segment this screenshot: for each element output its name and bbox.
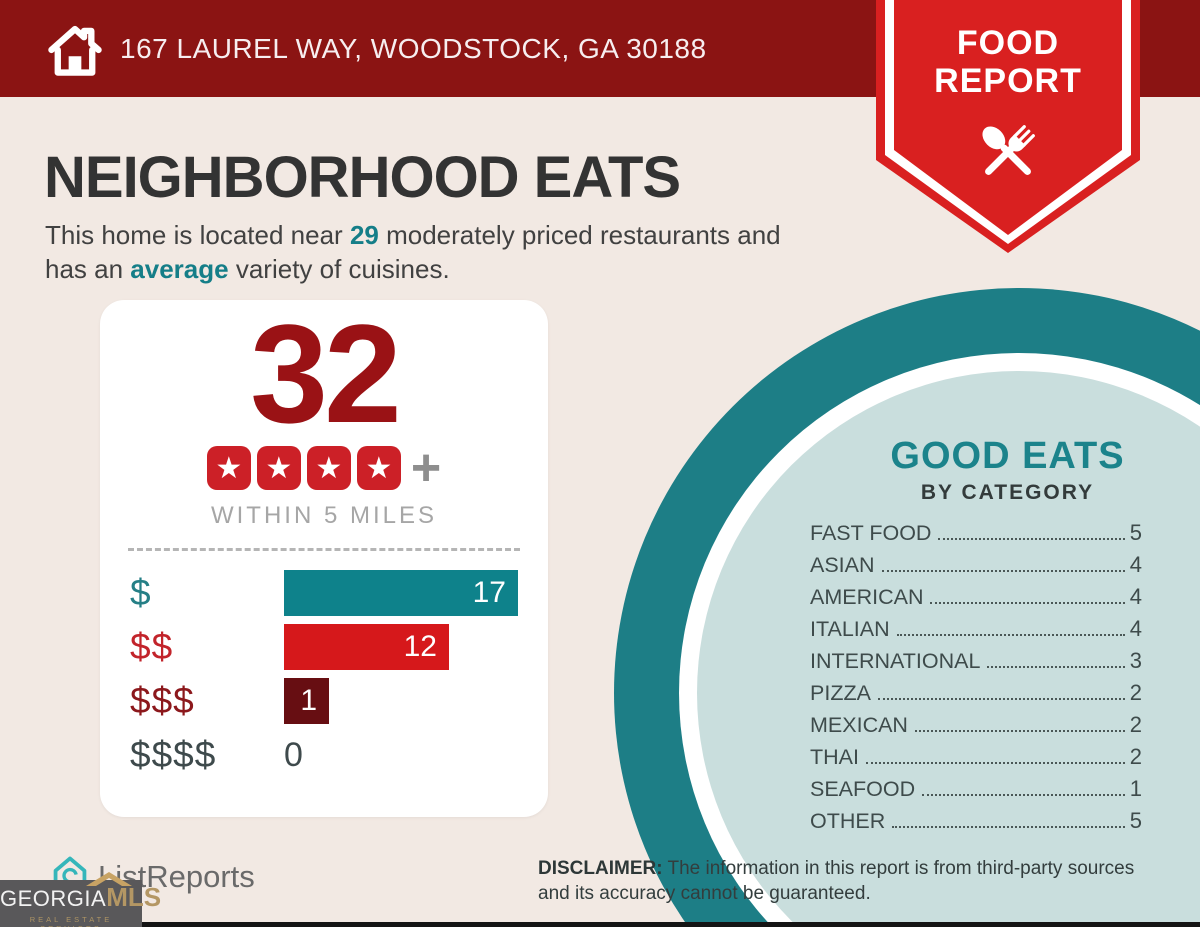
category-count: 2 [1129, 744, 1142, 769]
category-row: PIZZA 2 [810, 680, 1142, 712]
georgia-mls-logo: GEORGIAMLS REAL ESTATE SERVICES [0, 872, 161, 927]
badge-title: FOOD REPORT [876, 24, 1140, 100]
good-eats-header: GOOD EATS BY CATEGORY [820, 435, 1195, 505]
category-row: SEAFOOD 1 [810, 776, 1142, 808]
mls-tagline: REAL ESTATE SERVICES [29, 915, 113, 927]
dotted-leader [930, 602, 1125, 604]
category-name: MEXICAN [810, 713, 908, 737]
price-tier-label: $$ [130, 626, 174, 667]
dotted-leader [892, 826, 1125, 828]
mls-text: MLS [106, 882, 162, 912]
bar-area: 12 [284, 624, 518, 670]
category-count: 1 [1129, 776, 1142, 801]
plus-icon: + [410, 439, 442, 497]
category-count: 2 [1129, 712, 1142, 737]
category-name: THAI [810, 745, 859, 769]
badge-title-line1: FOOD [956, 24, 1060, 62]
category-row: THAI 2 [810, 744, 1142, 776]
category-name: PIZZA [810, 681, 871, 705]
subtitle-text: This home is located near [45, 220, 350, 250]
dotted-leader [865, 762, 1125, 764]
price-bar: 12 [284, 624, 449, 670]
georgia-text: GEORGIA [0, 886, 107, 911]
restaurant-summary-card: 32 ★ ★ ★ ★ + WITHIN 5 MILES $17 $$ 12 $$$ 1 $$$$ 0 [100, 300, 548, 817]
category-count: 4 [1129, 552, 1142, 577]
disclaimer-text: The information in this report is from t… [538, 858, 1135, 904]
category-count: 4 [1129, 584, 1142, 609]
category-name: SEAFOOD [810, 777, 916, 801]
good-eats-title: GOOD EATS [890, 435, 1125, 477]
good-eats-subtitle: BY CATEGORY [920, 481, 1095, 504]
category-count: 5 [1129, 520, 1142, 545]
dotted-leader [938, 538, 1125, 540]
yelp-star-icon: ★ [206, 446, 251, 490]
zero-value: 0 [284, 736, 303, 774]
price-bar-row: $17 [130, 570, 518, 616]
dotted-leader [914, 730, 1125, 732]
category-list: FAST FOOD 5 ASIAN 4 AMERICAN 4 ITALIAN 4 INTERNA… [810, 520, 1142, 840]
summary-sentence: This home is located near 29 moderately … [45, 218, 855, 286]
bar-area: 17 [284, 570, 518, 616]
yelp-star-icon: ★ [306, 446, 351, 490]
food-report-badge: FOOD REPORT [876, 0, 1140, 253]
price-bar-row: $$$ 1 [130, 678, 518, 724]
mls-roof-icon [86, 872, 132, 891]
home-icon [46, 17, 104, 86]
price-tier-label: $ [130, 572, 152, 613]
category-count: 5 [1129, 808, 1142, 833]
category-row: AMERICAN 4 [810, 584, 1142, 616]
variety-highlight: average [130, 254, 229, 284]
dotted-leader [987, 666, 1125, 668]
yelp-star-icon: ★ [356, 446, 401, 490]
dotted-leader [881, 570, 1125, 572]
subtitle-text: has an [45, 254, 131, 284]
dotted-leader [896, 634, 1125, 636]
category-count: 2 [1129, 680, 1142, 705]
disclaimer: DISCLAIMER: The information in this repo… [538, 856, 1152, 906]
category-name: ITALIAN [810, 617, 890, 641]
restaurant-count: 32 [250, 295, 402, 452]
badge-title-line2: REPORT [934, 62, 1082, 100]
spoon-fork-icon [968, 110, 1048, 195]
dotted-leader [877, 698, 1125, 700]
price-bar-row: $$$$ 0 [130, 732, 518, 778]
category-name: OTHER [810, 809, 886, 833]
category-row: MEXICAN 2 [810, 712, 1142, 744]
bottom-edge-strip [0, 922, 1200, 927]
page-title: NEIGHBORHOOD EATS [44, 145, 681, 210]
star-rating: ★ ★ ★ ★ + [100, 439, 548, 497]
disclaimer-label: DISCLAIMER: [538, 858, 663, 879]
price-bar-row: $$ 12 [130, 624, 518, 670]
category-name: ASIAN [810, 553, 875, 577]
price-tier-label: $$$$ [130, 734, 217, 775]
dashed-divider [128, 548, 520, 551]
yelp-star-icon: ★ [256, 446, 301, 490]
bar-area: 1 [284, 678, 518, 724]
price-bar: 1 [284, 678, 329, 724]
price-tier-bar-chart: $17 $$ 12 $$$ 1 $$$$ 0 [130, 570, 518, 786]
category-count: 4 [1129, 616, 1142, 641]
category-row: ITALIAN 4 [810, 616, 1142, 648]
price-bar: 17 [284, 570, 518, 616]
category-row: ASIAN 4 [810, 552, 1142, 584]
subtitle-text: variety of cuisines. [228, 254, 450, 284]
price-tier-label: $$$ [130, 680, 195, 721]
within-miles-label: WITHIN 5 MILES [210, 502, 438, 529]
property-address: 167 LAUREL WAY, WOODSTOCK, GA 30188 [120, 32, 707, 64]
category-row: FAST FOOD 5 [810, 520, 1142, 552]
georgia-mls-wordmark: GEORGIAMLS [0, 884, 161, 914]
category-count: 3 [1129, 648, 1142, 673]
category-name: AMERICAN [810, 585, 924, 609]
category-row: INTERNATIONAL 3 [810, 648, 1142, 680]
bar-area: 0 [284, 732, 518, 778]
category-name: INTERNATIONAL [810, 649, 981, 673]
dotted-leader [922, 794, 1125, 796]
subtitle-text: moderately priced restaurants and [378, 220, 781, 250]
category-name: FAST FOOD [810, 521, 932, 545]
restaurant-count-highlight: 29 [349, 220, 379, 250]
category-row: OTHER 5 [810, 808, 1142, 840]
